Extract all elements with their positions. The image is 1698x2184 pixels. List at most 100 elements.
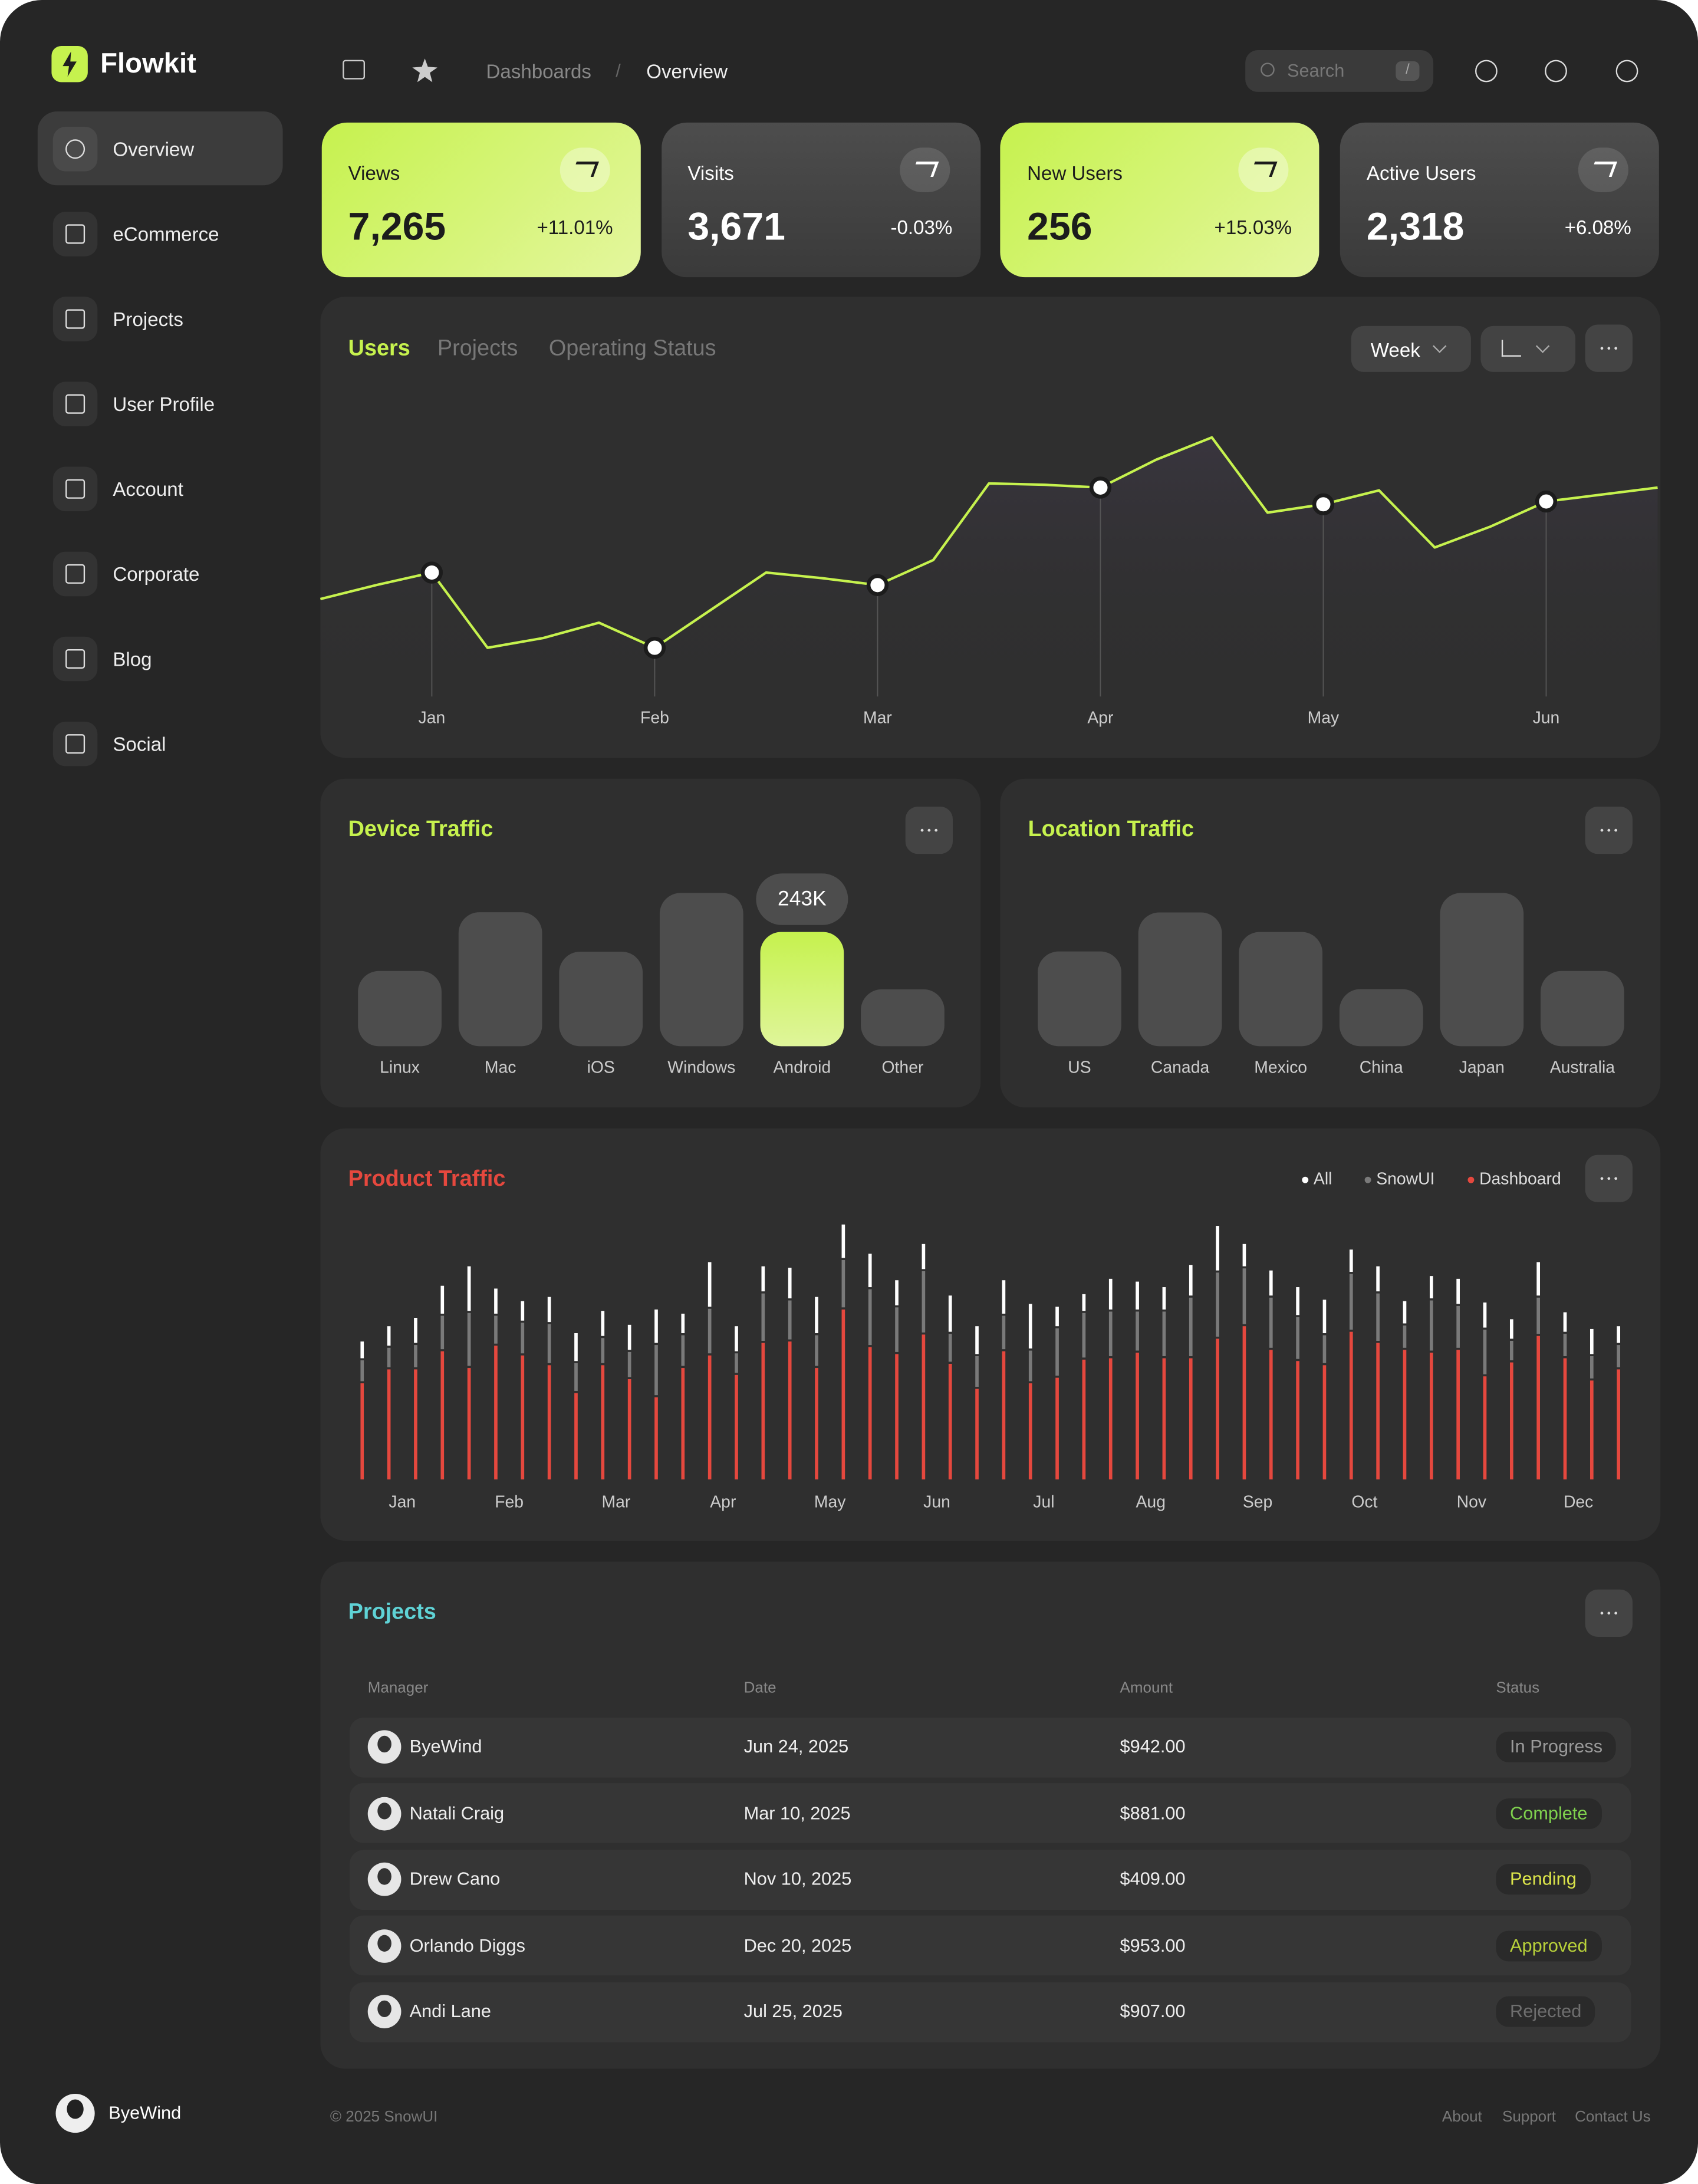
bar-segment: [1483, 1376, 1487, 1480]
dot: [1614, 346, 1618, 350]
nav-icon[interactable]: [52, 721, 98, 767]
sidebar-toggle[interactable]: [343, 60, 366, 80]
bar-segment: [681, 1368, 685, 1480]
nav-icon[interactable]: [52, 297, 98, 341]
bar-segment: [467, 1368, 471, 1480]
avatar-head: [377, 2000, 391, 2018]
bar-segment: [1055, 1328, 1059, 1376]
footer-link[interactable]: Contact Us: [1575, 2109, 1651, 2126]
status: In Progress: [1496, 1731, 1617, 1762]
bar-segment: [521, 1323, 525, 1354]
bar-segment: [1403, 1301, 1407, 1324]
point-marker: [1312, 493, 1335, 515]
nav-icon[interactable]: [52, 466, 98, 512]
bar-segment: [547, 1365, 551, 1480]
value-label: 243K: [778, 887, 827, 910]
bar: [659, 893, 743, 1047]
bar-segment: [467, 1313, 471, 1366]
bar-segment: [1002, 1280, 1006, 1314]
chart-tab[interactable]: Projects: [437, 337, 518, 361]
nav-icon[interactable]: [52, 212, 98, 256]
bar-segment: [1429, 1353, 1433, 1480]
stat-icon: [560, 147, 610, 193]
bar-segment: [895, 1307, 899, 1352]
bar-segment: [414, 1345, 417, 1367]
footer-link[interactable]: Support: [1502, 2109, 1556, 2126]
avatar-head: [377, 1735, 391, 1753]
bar-segment: [761, 1266, 765, 1292]
bar-segment: [1509, 1341, 1513, 1361]
bar-segment: [1028, 1350, 1032, 1382]
nav-item[interactable]: Overview: [113, 137, 195, 160]
shortcut-box: [1396, 61, 1420, 81]
table-row[interactable]: [350, 1716, 1631, 1777]
table-row[interactable]: [350, 1849, 1631, 1909]
chart-tab[interactable]: Users: [348, 337, 410, 361]
x-tick-label: Feb: [495, 1493, 524, 1512]
amount: $907.00: [1120, 2000, 1186, 2022]
dot: [1600, 1176, 1604, 1180]
bar-segment: [387, 1347, 391, 1367]
x-tick-label: Aug: [1136, 1493, 1166, 1512]
chart-tab[interactable]: Operating Status: [548, 337, 716, 361]
bar-segment: [1242, 1268, 1246, 1324]
x-tick-label: Other: [882, 1058, 924, 1077]
bar-segment: [1617, 1369, 1621, 1480]
table-row[interactable]: [350, 1783, 1631, 1843]
period-select[interactable]: [1351, 325, 1471, 372]
bar: [1440, 893, 1524, 1047]
bar-segment: [1617, 1326, 1621, 1343]
nav-icon[interactable]: [52, 551, 98, 597]
nav-icon[interactable]: [52, 381, 98, 426]
nav-item[interactable]: Blog: [113, 647, 152, 670]
point-marker: [420, 561, 443, 584]
nav-glyph: [65, 309, 85, 329]
nav-item[interactable]: Social: [113, 732, 166, 755]
nav-item[interactable]: Projects: [113, 308, 183, 330]
nav-item[interactable]: eCommerce: [113, 223, 219, 245]
table-row[interactable]: [350, 1981, 1631, 2042]
nav-item[interactable]: User Profile: [113, 393, 215, 416]
header-icon[interactable]: [1545, 60, 1567, 83]
bar: [1541, 971, 1624, 1047]
legend-dot: [1364, 1176, 1371, 1183]
header-icon[interactable]: [1475, 60, 1498, 83]
breadcrumb[interactable]: Dashboards: [486, 60, 591, 83]
search-icon: [1261, 63, 1275, 77]
x-tick-label: Nov: [1457, 1493, 1487, 1512]
header-icon[interactable]: [1615, 60, 1638, 83]
bar-segment: [708, 1355, 712, 1480]
bar-segment: [1456, 1278, 1460, 1304]
table-row[interactable]: [350, 1915, 1631, 1976]
x-tick-label: Mac: [485, 1058, 516, 1077]
chart-type-icon: [1501, 340, 1521, 357]
bar-segment: [1563, 1334, 1567, 1356]
x-tick-label: Jan: [389, 1493, 416, 1512]
amount: $409.00: [1120, 1868, 1186, 1889]
nav-item[interactable]: Account: [113, 478, 183, 501]
bar-segment: [1322, 1300, 1327, 1334]
bar-segment: [815, 1368, 818, 1480]
users-line: [320, 436, 1658, 649]
bar-segment: [788, 1300, 792, 1340]
bar-segment: [627, 1324, 631, 1350]
panel-title: Product Traffic: [348, 1166, 506, 1191]
tooltip: [756, 873, 848, 925]
nav-item[interactable]: Corporate: [113, 563, 200, 586]
copyright: © 2025 SnowUI: [330, 2109, 438, 2126]
bar-segment: [975, 1326, 979, 1354]
chart-type-select[interactable]: [1480, 325, 1576, 372]
stat-label: Active Users: [1366, 162, 1476, 184]
bar-segment: [788, 1341, 792, 1480]
nav-icon[interactable]: [52, 636, 98, 682]
x-tick-label: Jul: [1033, 1493, 1054, 1512]
status: Approved: [1496, 1930, 1602, 1961]
bar-segment: [1216, 1226, 1219, 1271]
dot: [1614, 828, 1618, 832]
bar-segment: [440, 1285, 445, 1314]
bar-segment: [1536, 1336, 1540, 1480]
x-tick-label: Jun: [1533, 709, 1560, 728]
footer-link[interactable]: About: [1442, 2109, 1482, 2126]
bar-segment: [654, 1309, 658, 1343]
